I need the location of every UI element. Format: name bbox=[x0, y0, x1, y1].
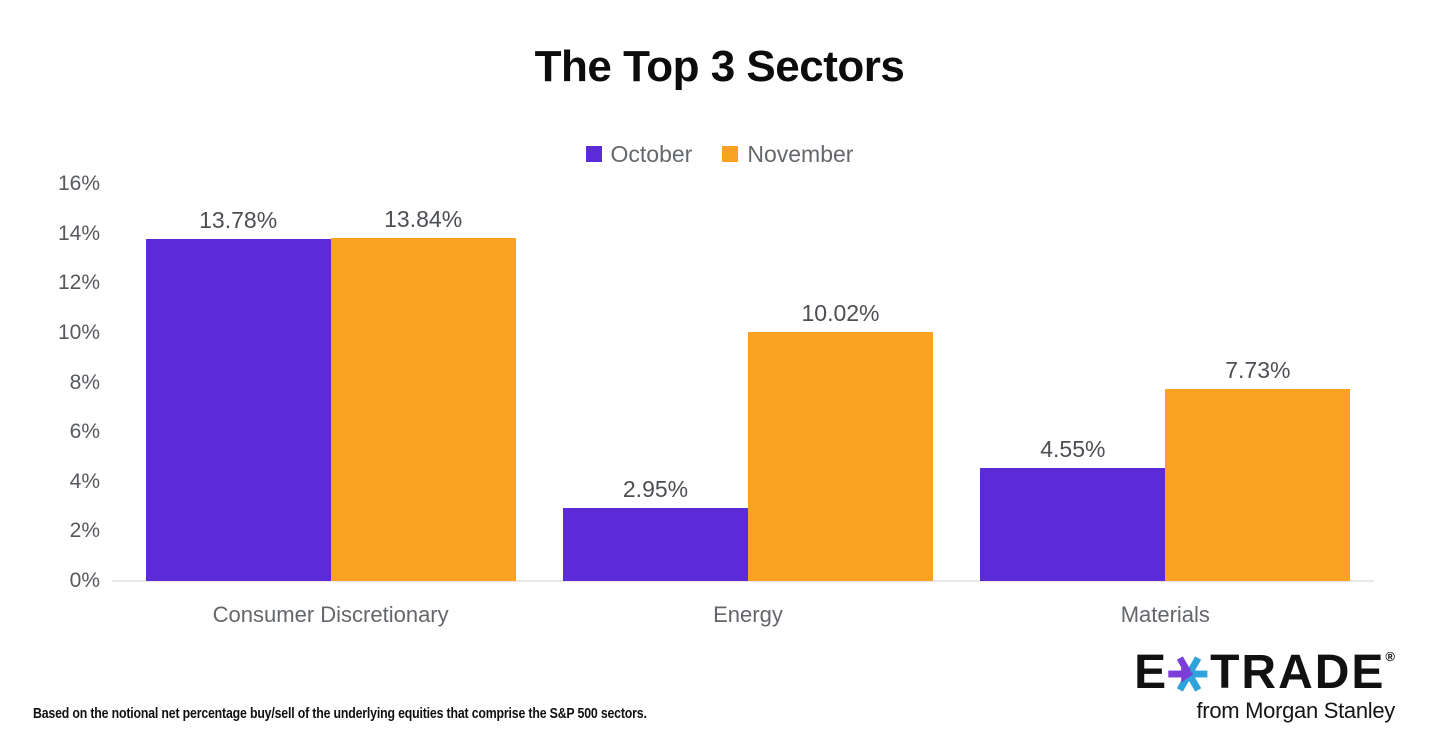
morgan-stanley-tagline: from Morgan Stanley bbox=[1196, 698, 1396, 723]
y-tick-label-6: 6% bbox=[69, 420, 100, 444]
legend: October November bbox=[0, 141, 1439, 167]
legend-label-october: October bbox=[610, 140, 693, 167]
y-tick-label-2: 2% bbox=[69, 519, 100, 543]
value-label-october-consumer-discretionary: 13.78% bbox=[199, 207, 278, 234]
x-axis-label-energy: Energy bbox=[713, 602, 783, 627]
legend-label-november: November bbox=[747, 140, 854, 167]
etrade-logo-wordmark: TRADE bbox=[1210, 646, 1386, 699]
bar-october-materials bbox=[980, 468, 1166, 581]
x-axis-line bbox=[112, 580, 1374, 582]
etrade-asterisk-icon bbox=[1168, 656, 1208, 692]
chart-title: The Top 3 Sectors bbox=[534, 42, 905, 91]
chart-footnote: Based on the notional net percentage buy… bbox=[33, 706, 647, 722]
registered-trademark: ® bbox=[1385, 649, 1395, 664]
bar-october-energy bbox=[563, 507, 748, 581]
y-tick-label-4: 4% bbox=[69, 469, 100, 493]
y-tick-label-0: 0% bbox=[69, 569, 100, 592]
bar-november-energy bbox=[748, 332, 933, 581]
y-tick-label-16: 16% bbox=[57, 172, 100, 195]
bar-november-consumer-discretionary bbox=[330, 237, 516, 581]
value-label-november-consumer-discretionary: 13.84% bbox=[384, 205, 463, 232]
etrade-logo-row: E TRADE ® bbox=[1134, 646, 1395, 699]
y-tick-label-12: 12% bbox=[57, 271, 100, 295]
bar-november-materials bbox=[1165, 389, 1351, 581]
legend-swatch-november bbox=[722, 146, 739, 162]
y-tick-label-8: 8% bbox=[69, 370, 100, 394]
legend-swatch-october bbox=[585, 146, 602, 162]
etrade-logo-letter-e: E bbox=[1134, 646, 1169, 699]
x-axis-label-consumer-discretionary: Consumer Discretionary bbox=[212, 602, 449, 627]
value-label-november-materials: 7.73% bbox=[1225, 357, 1291, 384]
etrade-logo: E TRADE ® from Morgan Stanley bbox=[1134, 646, 1396, 723]
value-label-october-energy: 2.95% bbox=[622, 475, 689, 502]
value-label-october-materials: 4.55% bbox=[1040, 436, 1106, 463]
value-label-november-energy: 10.02% bbox=[801, 300, 880, 327]
y-tick-label-10: 10% bbox=[57, 320, 100, 344]
x-axis-label-materials: Materials bbox=[1120, 602, 1210, 627]
legend-item-november: November bbox=[722, 141, 853, 168]
bar-october-consumer-discretionary bbox=[145, 239, 331, 581]
y-tick-label-14: 14% bbox=[57, 221, 100, 245]
legend-item-october: October bbox=[585, 140, 693, 168]
